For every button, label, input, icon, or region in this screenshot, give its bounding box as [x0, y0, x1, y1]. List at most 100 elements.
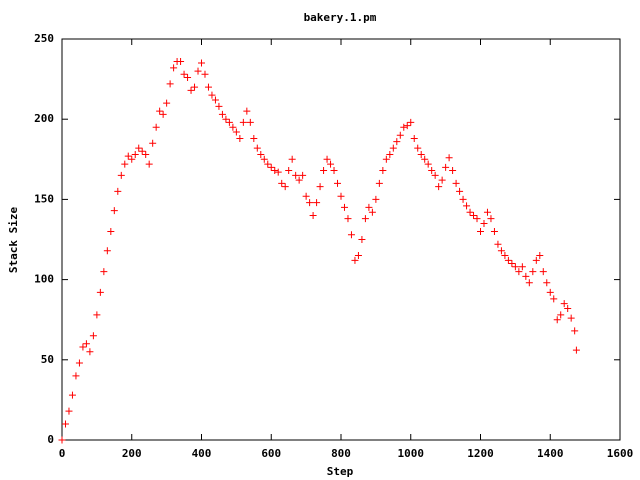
y-tick-label: 150 [34, 192, 54, 205]
point [477, 227, 484, 235]
point [340, 203, 348, 211]
point [358, 236, 366, 243]
point [229, 123, 237, 131]
point [518, 263, 526, 271]
point [285, 167, 293, 175]
point [382, 155, 390, 163]
y-tick-label: 200 [34, 112, 54, 125]
point [246, 118, 254, 126]
point [313, 199, 321, 207]
point [536, 252, 544, 260]
point [407, 118, 415, 126]
point [511, 263, 519, 271]
point [281, 183, 289, 191]
point [274, 168, 282, 176]
point [456, 187, 464, 195]
point [504, 256, 512, 264]
point [550, 295, 558, 303]
point [428, 167, 436, 175]
point [525, 279, 533, 287]
point [299, 171, 307, 179]
point [435, 183, 443, 191]
x-tick-label: 1400 [537, 447, 564, 460]
point [243, 107, 251, 115]
x-axis-label: Step [327, 465, 354, 478]
point [421, 155, 429, 163]
point [253, 144, 261, 152]
point [473, 215, 481, 223]
point [82, 340, 90, 348]
point [191, 83, 199, 91]
point [156, 107, 164, 115]
point [347, 231, 355, 239]
point [103, 247, 111, 255]
point [131, 150, 139, 158]
point [539, 268, 547, 276]
x-tick-label: 200 [122, 447, 142, 460]
point [393, 138, 401, 146]
point [490, 227, 498, 235]
point [365, 203, 373, 211]
point [497, 247, 505, 255]
point [494, 240, 502, 248]
x-tick-label: 600 [261, 447, 281, 460]
point [257, 150, 265, 158]
point [316, 183, 324, 191]
plot-frame [61, 38, 621, 441]
y-tick-label: 250 [34, 32, 54, 45]
point [543, 279, 551, 287]
point [386, 150, 394, 158]
point [354, 252, 362, 260]
point [501, 252, 509, 260]
point [107, 227, 115, 235]
point [403, 122, 411, 130]
point [184, 73, 192, 81]
point [68, 391, 76, 399]
point [361, 215, 369, 223]
point [198, 59, 205, 67]
point [222, 115, 230, 123]
point [567, 314, 575, 322]
point [414, 144, 422, 152]
point [292, 171, 300, 179]
point [278, 179, 286, 187]
point [410, 134, 418, 142]
point [571, 327, 579, 335]
point [320, 167, 328, 175]
y-tick-label: 100 [34, 273, 54, 286]
point [232, 128, 240, 136]
point [466, 208, 474, 216]
point [215, 102, 223, 110]
point [100, 268, 108, 276]
point [323, 155, 331, 163]
point [459, 195, 467, 203]
point [515, 268, 523, 276]
point [114, 187, 122, 195]
point [250, 134, 258, 142]
point [424, 160, 432, 168]
point [72, 372, 80, 380]
point [239, 118, 247, 126]
point [572, 346, 580, 354]
point [194, 67, 202, 75]
point [295, 176, 303, 184]
point [522, 272, 530, 280]
point [180, 70, 188, 78]
point [400, 123, 408, 131]
point [110, 207, 118, 215]
x-tick-label: 1600 [607, 447, 634, 460]
x-tick-label: 800 [331, 447, 351, 460]
point [138, 147, 146, 155]
point [149, 139, 157, 147]
point [557, 311, 565, 319]
point [89, 332, 97, 340]
point [327, 160, 335, 168]
point [166, 80, 174, 88]
point [487, 215, 495, 223]
point [330, 167, 338, 175]
x-tick-label: 1200 [467, 447, 494, 460]
point [58, 436, 66, 444]
point [306, 199, 314, 207]
